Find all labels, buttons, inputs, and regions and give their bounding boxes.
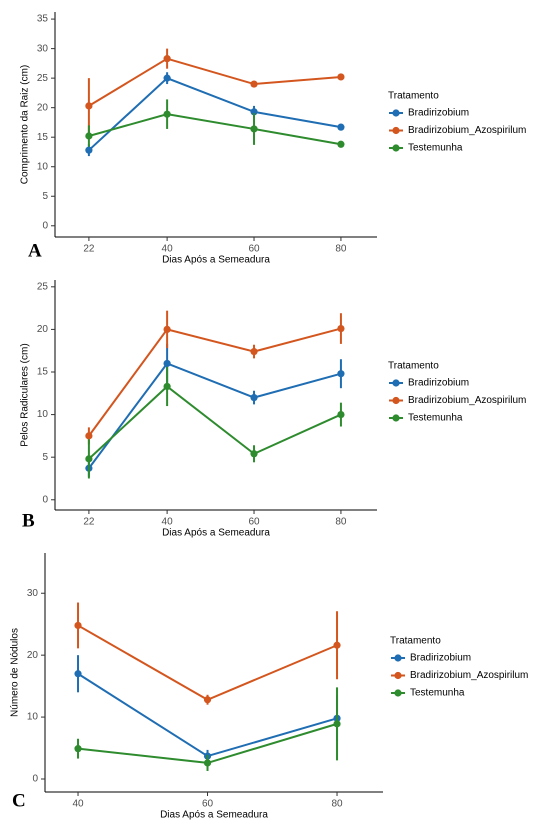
y-tick-label: 0 xyxy=(42,494,48,505)
point xyxy=(337,410,345,419)
point xyxy=(203,759,212,767)
point xyxy=(337,324,345,333)
point xyxy=(163,382,171,391)
x-tick-label: 80 xyxy=(335,244,347,255)
y-tick-label: 10 xyxy=(37,161,49,172)
legend-title: Tratamento xyxy=(388,361,439,372)
legend-swatch xyxy=(392,379,400,387)
legend-label: Bradirizobium_Azospirilum xyxy=(408,125,526,136)
x-tick-label: 80 xyxy=(335,517,347,528)
x-tick-label: 40 xyxy=(162,517,174,528)
y-axis-title: Pelos Radiculares (cm) xyxy=(20,343,31,446)
point xyxy=(337,123,345,131)
point xyxy=(333,641,341,649)
point xyxy=(250,450,258,458)
legend-swatch xyxy=(392,396,400,405)
series-line xyxy=(77,624,338,701)
point xyxy=(203,696,212,704)
legend-swatch xyxy=(394,689,402,697)
y-tick-label: 0 xyxy=(42,220,48,231)
point xyxy=(337,140,345,148)
legend-label: Bradirizobium xyxy=(408,378,469,389)
panel-label: B xyxy=(22,510,35,531)
legend-label: Bradirizobium xyxy=(410,653,471,664)
legend-title: Tratamento xyxy=(388,91,439,102)
y-tick-label: 10 xyxy=(37,409,49,420)
point xyxy=(163,55,171,63)
series-line xyxy=(77,672,338,758)
series-line xyxy=(88,362,342,469)
y-tick-label: 30 xyxy=(27,588,39,599)
y-tick-label: 20 xyxy=(37,324,49,335)
point xyxy=(74,670,82,678)
panel-label: A xyxy=(28,240,42,261)
point xyxy=(74,621,82,630)
y-tick-label: 5 xyxy=(42,191,48,202)
series-line xyxy=(88,113,342,146)
y-tick-label: 20 xyxy=(37,102,49,113)
y-axis-title: Número de Nódulos xyxy=(10,628,21,717)
point xyxy=(250,108,258,116)
point xyxy=(250,80,258,88)
x-tick-label: 80 xyxy=(331,799,343,810)
y-tick-label: 0 xyxy=(32,774,38,785)
point xyxy=(85,132,93,140)
point xyxy=(85,146,93,154)
y-tick-label: 35 xyxy=(37,14,49,25)
y-tick-label: 25 xyxy=(37,281,49,292)
legend-swatch xyxy=(394,654,402,662)
legend-label: Testemunha xyxy=(408,143,463,154)
point xyxy=(250,125,258,133)
legend-label: Testemunha xyxy=(410,688,465,699)
y-tick-label: 20 xyxy=(27,650,39,661)
point xyxy=(163,359,171,368)
point xyxy=(163,74,171,82)
legend-title: Tratamento xyxy=(390,636,441,647)
y-tick-label: 10 xyxy=(27,712,39,723)
legend-swatch xyxy=(392,414,400,422)
x-tick-label: 40 xyxy=(72,799,84,810)
series-line xyxy=(88,385,342,460)
x-tick-label: 22 xyxy=(83,517,95,528)
x-tick-label: 60 xyxy=(248,244,260,255)
x-tick-label: 60 xyxy=(248,517,260,528)
series-line xyxy=(88,327,342,437)
point xyxy=(85,455,93,463)
point xyxy=(337,73,345,81)
point xyxy=(163,110,171,118)
y-tick-label: 30 xyxy=(37,43,49,54)
x-axis-title: Dias Após a Semeadura xyxy=(160,810,268,821)
x-axis-title: Dias Após a Semeadura xyxy=(162,528,270,539)
legend-label: Bradirizobium_Azospirilum xyxy=(410,670,528,681)
x-tick-label: 22 xyxy=(83,244,95,255)
legend-swatch xyxy=(392,144,400,152)
x-tick-label: 60 xyxy=(202,799,214,810)
x-axis-title: Dias Após a Semeadura xyxy=(162,255,270,266)
legend-label: Bradirizobium_Azospirilum xyxy=(408,395,526,406)
legend-label: Testemunha xyxy=(408,413,463,424)
point xyxy=(163,325,171,334)
point xyxy=(250,347,258,356)
x-tick-label: 40 xyxy=(162,244,174,255)
y-tick-label: 15 xyxy=(37,367,49,378)
point xyxy=(337,370,345,378)
legend-label: Bradirizobium xyxy=(408,108,469,119)
point xyxy=(333,720,341,728)
y-tick-label: 15 xyxy=(37,132,49,143)
point xyxy=(85,432,93,440)
panel-label: C xyxy=(12,790,26,811)
y-tick-label: 25 xyxy=(37,73,49,84)
point xyxy=(85,102,93,110)
y-axis-title: Comprimento da Raiz (cm) xyxy=(20,65,31,184)
series-line xyxy=(88,76,342,151)
series-line xyxy=(88,57,342,107)
legend-swatch xyxy=(392,109,400,117)
point xyxy=(74,745,82,753)
point xyxy=(250,393,258,402)
y-tick-label: 5 xyxy=(42,452,48,463)
legend-swatch xyxy=(394,671,402,680)
legend-swatch xyxy=(392,126,400,135)
